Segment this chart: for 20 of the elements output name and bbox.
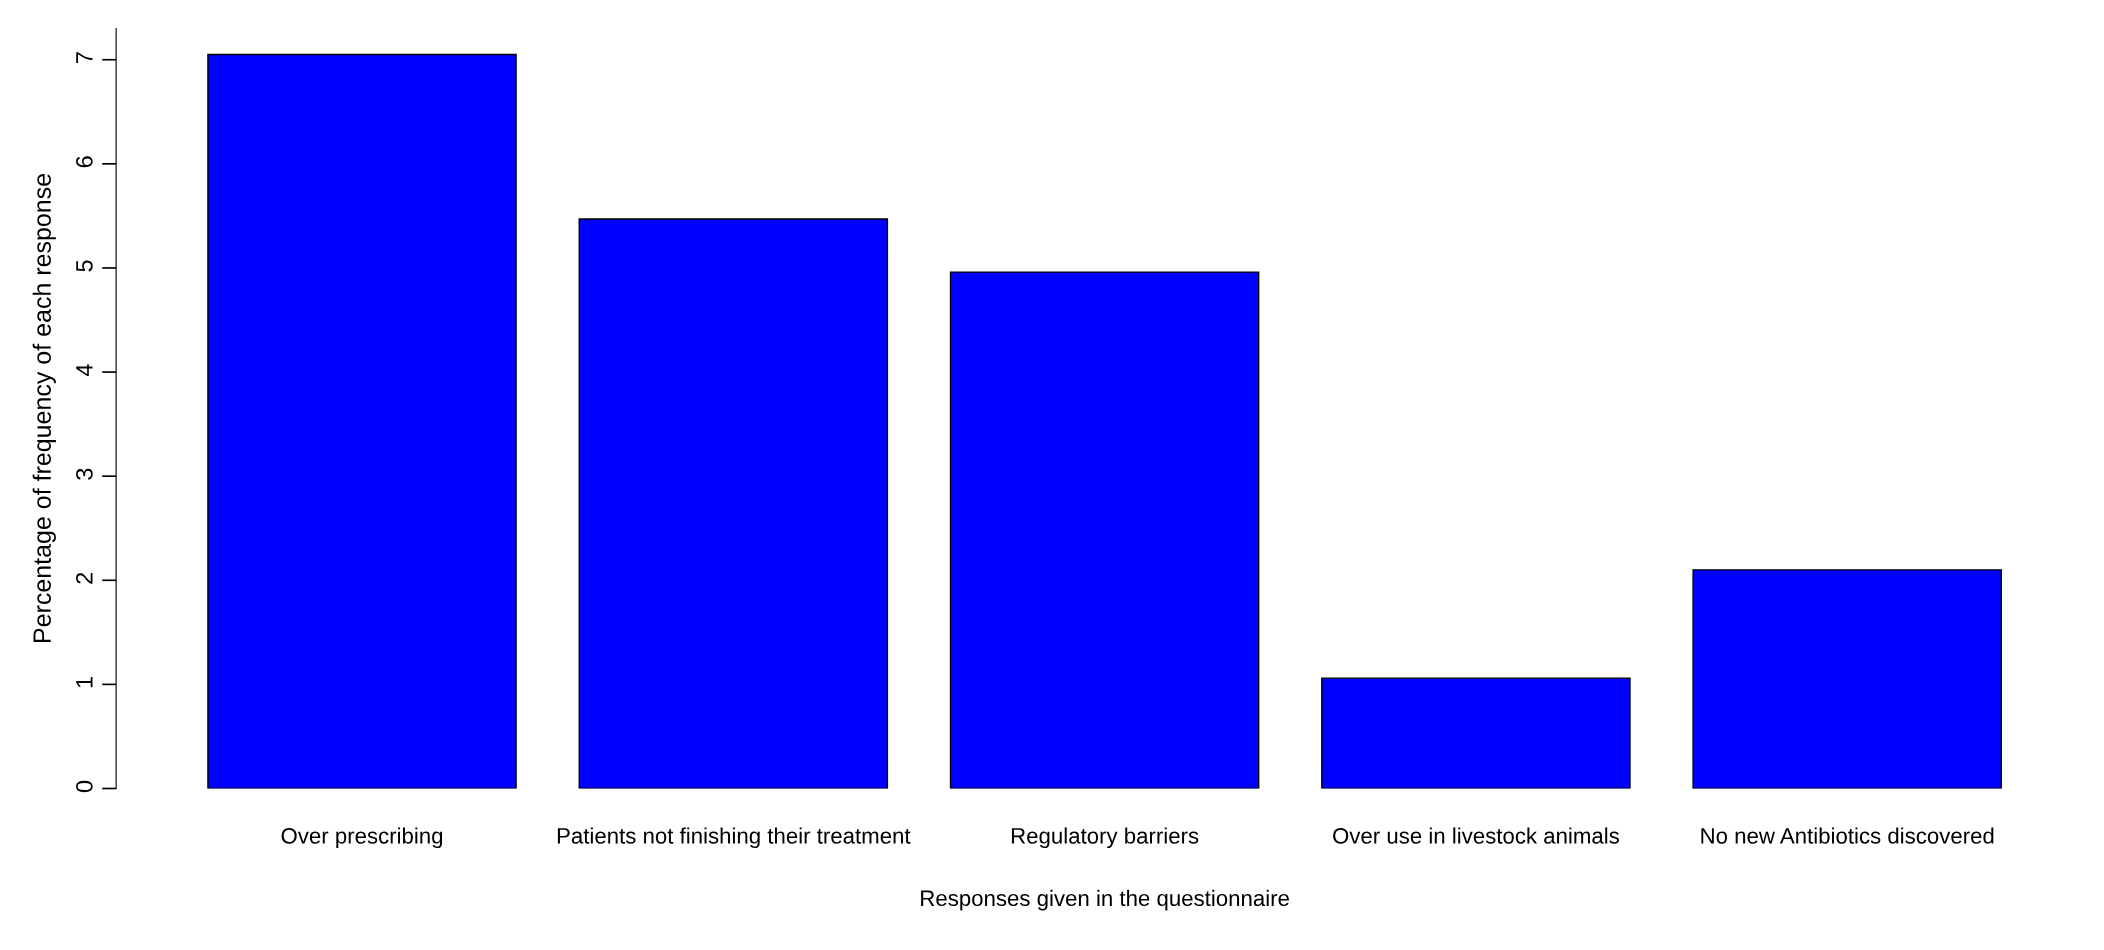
y-tick-label: 5 [76,260,93,272]
y-tick-label: 7 [76,52,93,64]
x-tick-label: Over use in livestock animals [1333,827,1619,844]
bar [1321,677,1631,789]
x-tick-label: No new Antibiotics discovered [1701,827,1994,844]
y-tick-label: 1 [76,676,93,688]
x-tick-label: Regulatory barriers [1011,827,1199,849]
bar [949,271,1260,789]
y-axis-title: Percentage of frequency of each response [32,174,56,642]
bar [578,218,889,789]
x-axis-title: Responses given in the questionnaire [921,889,1289,911]
y-tick-label: 2 [76,572,93,584]
bar [1692,569,2002,789]
y-tick-label: 3 [76,468,93,480]
y-tick-label: 4 [76,364,93,377]
x-tick-label: Patients not finishing their treatment [557,827,911,849]
y-tick-label: 6 [76,156,93,168]
x-tick-label: Over prescribing [281,827,443,849]
y-tick-label: 0 [76,780,93,793]
bar [207,53,517,789]
